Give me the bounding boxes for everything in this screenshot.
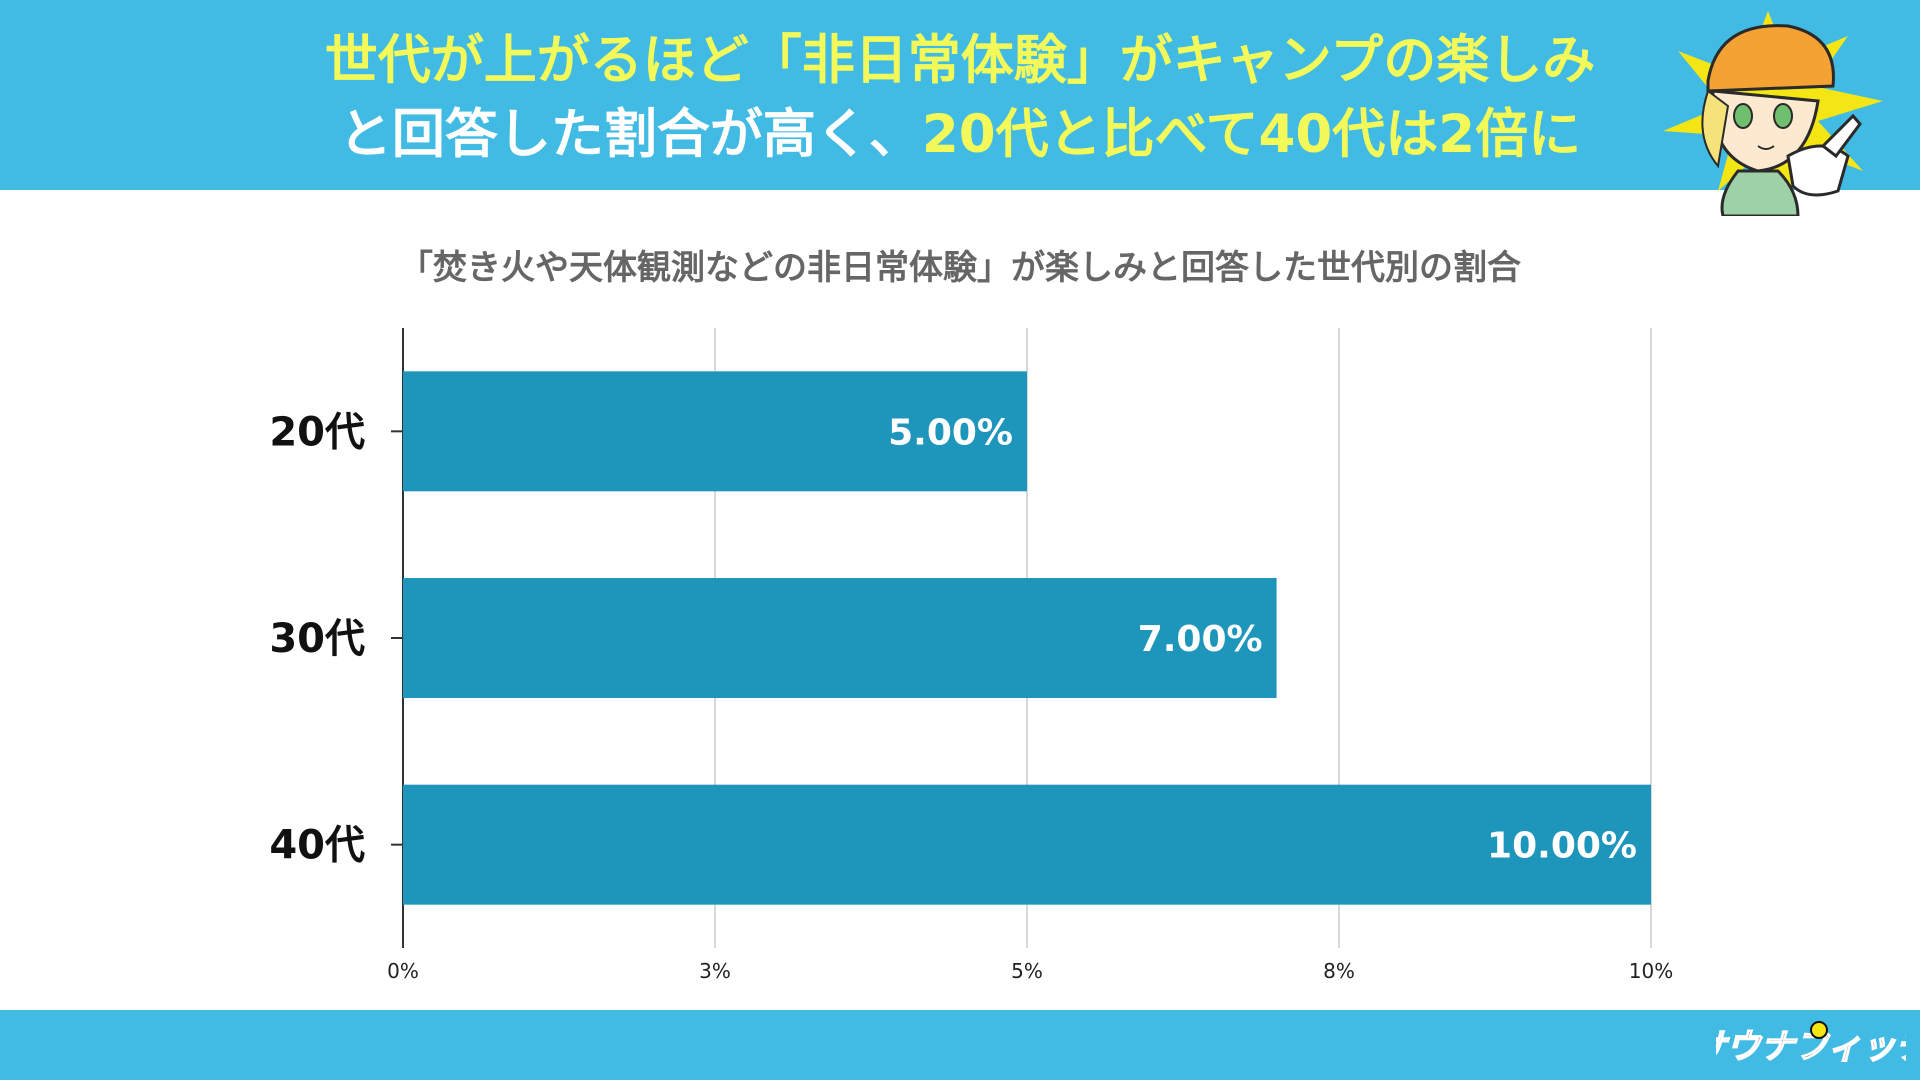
category-label: 30代 <box>269 616 365 662</box>
footer-banner <box>0 1010 1920 1080</box>
x-tick-label: 0% <box>387 959 419 983</box>
category-label: 40代 <box>269 823 365 869</box>
headline-line-2: と回答した割合が高く、20代と比べて40代は2倍に <box>0 98 1920 172</box>
bar-data-label: 7.00% <box>1138 619 1263 660</box>
category-label: 20代 <box>269 409 365 455</box>
chart-title: 「焚き火や天体観測などの非日常体験」が楽しみと回答した世代別の割合 <box>399 248 1521 288</box>
x-tick-label: 5% <box>1011 959 1043 983</box>
header-banner <box>0 0 1920 190</box>
headline-line-1: 世代が上がるほど「非日常体験」がキャンプの楽しみ <box>324 30 1596 91</box>
x-tick-label: 8% <box>1323 959 1355 983</box>
brand-logo-icon: サウナフィッチ <box>1716 1021 1906 1068</box>
bar <box>403 784 1651 905</box>
x-tick-label: 3% <box>699 959 731 983</box>
mascot-illustration-icon <box>1663 11 1883 216</box>
bar-data-label: 5.00% <box>888 412 1013 453</box>
bar <box>403 371 1027 492</box>
x-tick-label: 10% <box>1629 959 1673 983</box>
bar <box>403 578 1277 698</box>
headline: 世代が上がるほど「非日常体験」がキャンプの楽しみ と回答した割合が高く、20代と… <box>0 24 1920 172</box>
brand-logo-text: サウナフィッチ <box>1716 1027 1906 1067</box>
headline-line-2-part-b: 20代と比べて40代は2倍に <box>921 104 1582 165</box>
headline-line-2-part-a: と回答した割合が高く、 <box>338 104 922 165</box>
bar-data-label: 10.00% <box>1487 826 1637 867</box>
